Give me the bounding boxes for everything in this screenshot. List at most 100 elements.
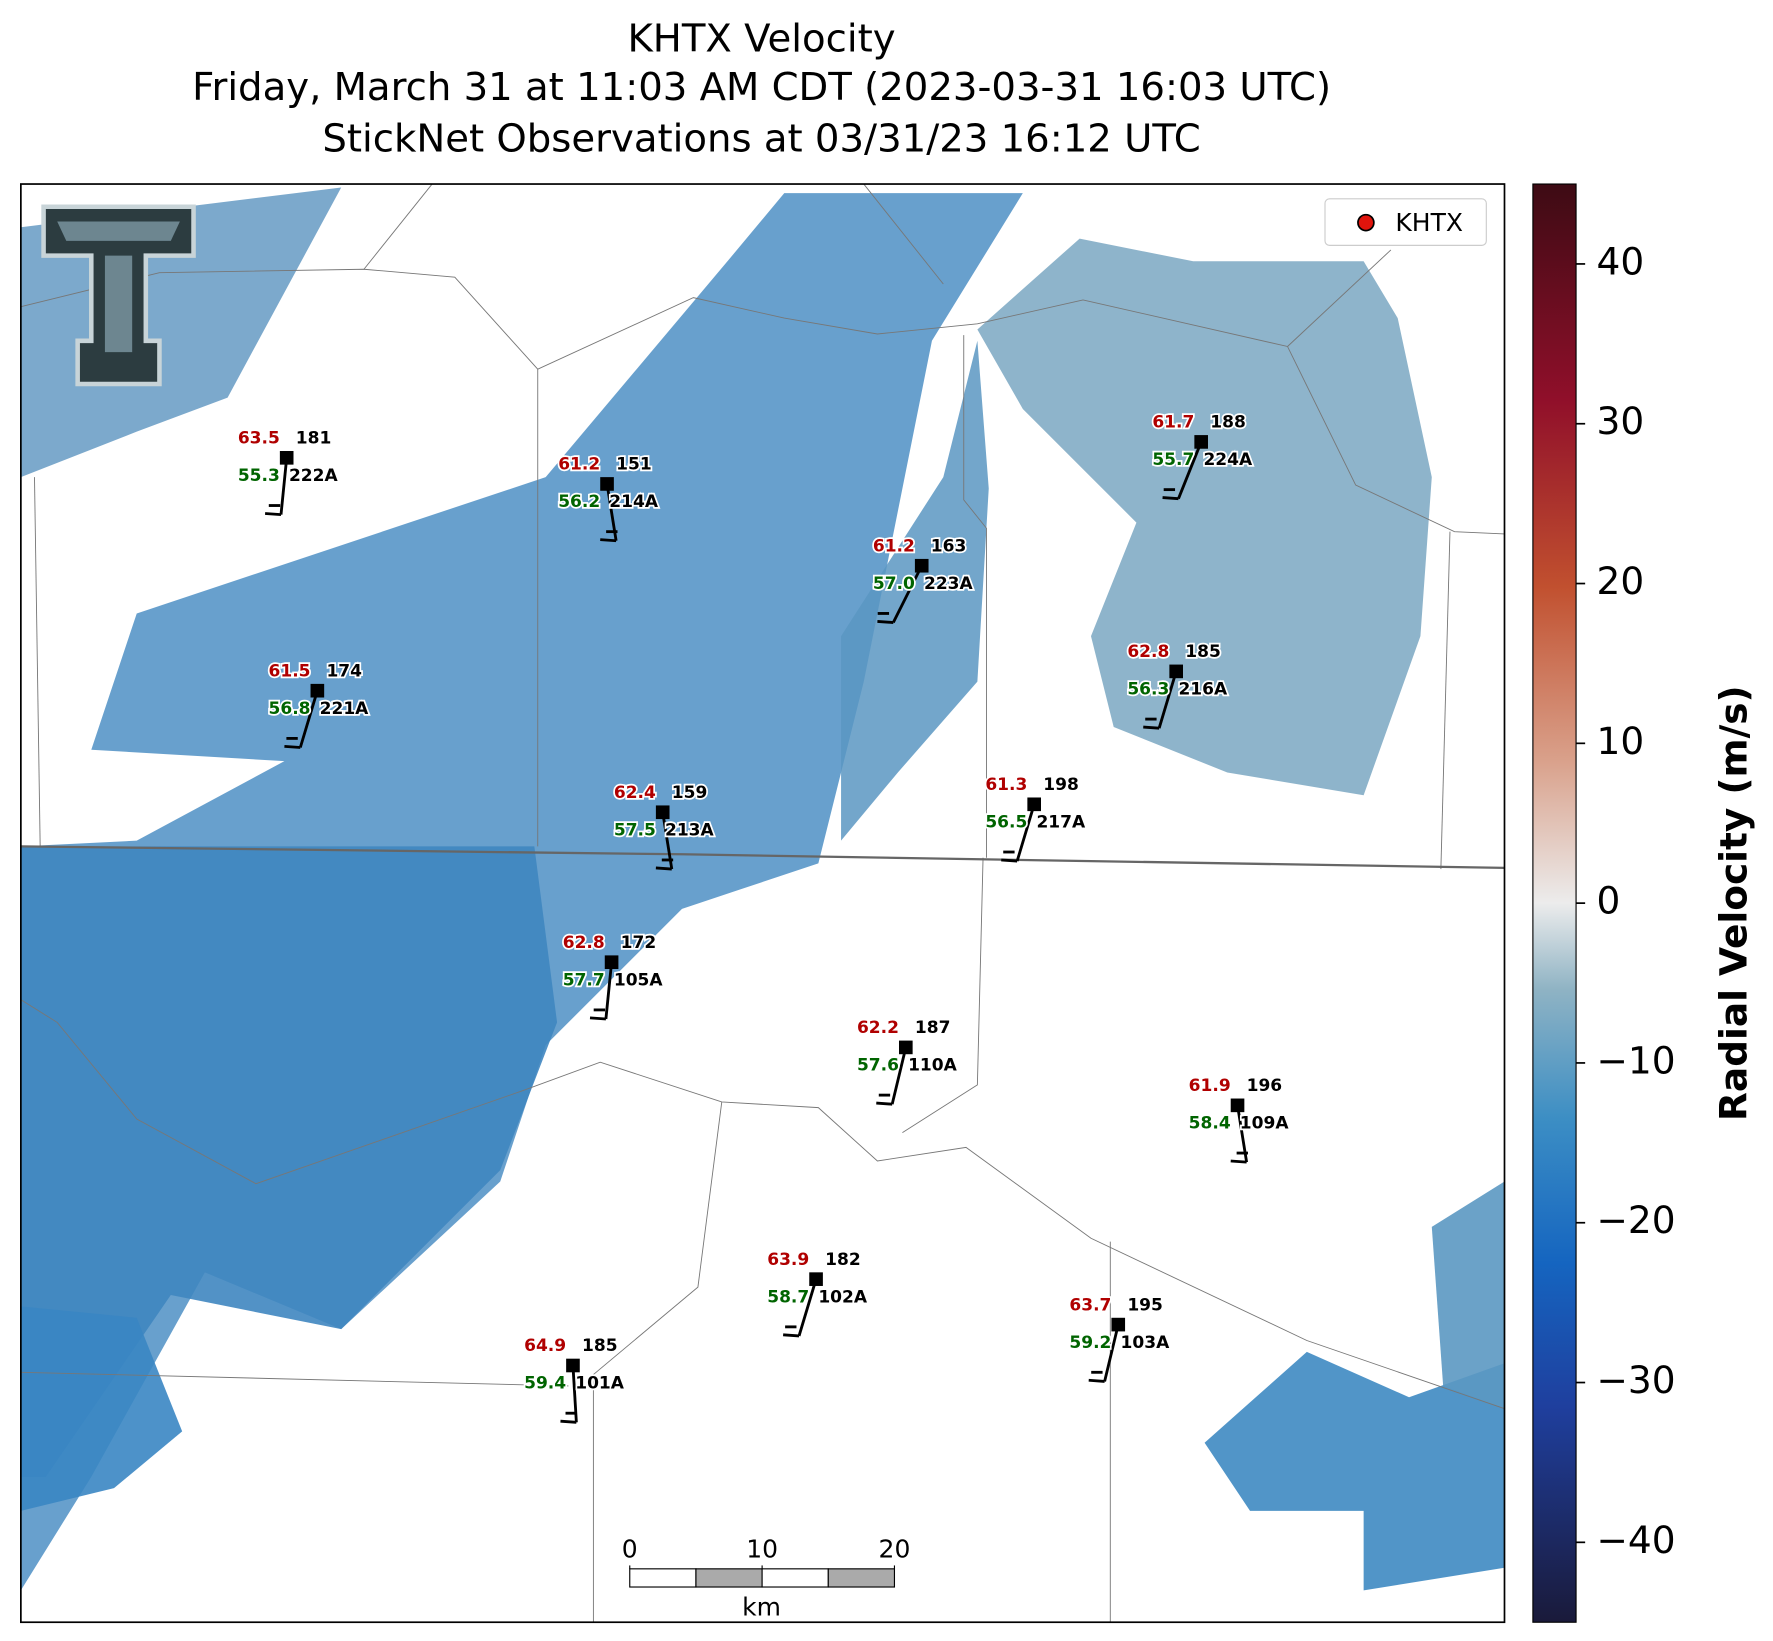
scalebar-label: 0: [622, 1535, 638, 1564]
station-code: 188: [1210, 413, 1246, 433]
station-code: 181: [296, 429, 332, 449]
temperature: 61.2: [558, 455, 600, 475]
logo: [41, 204, 196, 387]
station-code: 185: [1185, 642, 1221, 662]
dewpoint: 59.2: [1069, 1333, 1111, 1353]
station-id: 223A: [924, 574, 974, 594]
station-id: 109A: [1240, 1114, 1290, 1134]
wind-barb-staff: [892, 565, 923, 624]
wind-barb-flag: [600, 538, 617, 543]
station-marker: [809, 1272, 823, 1286]
station-marker: [655, 805, 670, 820]
colorbar-tick-label: −30: [1597, 1358, 1676, 1402]
station-id: 222A: [289, 466, 339, 486]
station-code: 163: [931, 536, 967, 556]
scalebar-segment: [629, 1568, 697, 1588]
temperature: 62.2: [857, 1018, 899, 1038]
dewpoint: 55.7: [1152, 450, 1194, 470]
station-code: 159: [672, 783, 708, 803]
scalebar-segment: [827, 1568, 896, 1588]
wind-barb-staff: [1015, 803, 1036, 862]
title-line: KHTX Velocity: [627, 16, 895, 61]
station-code: 172: [621, 933, 657, 953]
dewpoint: 57.6: [857, 1056, 899, 1076]
dewpoint: 56.8: [269, 699, 311, 719]
wind-barb-staff: [1157, 670, 1178, 729]
temperature: 63.9: [767, 1250, 809, 1270]
dewpoint: 57.5: [614, 820, 656, 840]
station-code: 185: [582, 1336, 618, 1356]
wind-barb-flag: [1162, 496, 1179, 501]
wind-barb-flag: [264, 512, 282, 517]
map-frame: [20, 183, 1506, 1624]
station-code: 174: [326, 661, 362, 681]
station-marker: [1169, 664, 1184, 679]
station-id: 216A: [1178, 680, 1228, 700]
temperature: 63.7: [1069, 1295, 1111, 1315]
wind-barb-flag: [783, 1333, 800, 1338]
wind-barb-flag: [876, 1101, 893, 1106]
scalebar-label: 10: [746, 1535, 778, 1564]
station-marker: [566, 1358, 580, 1373]
dewpoint: 58.4: [1189, 1114, 1231, 1134]
station-marker: [600, 477, 614, 491]
station-id: 102A: [818, 1287, 868, 1307]
station-id: 103A: [1121, 1333, 1171, 1353]
temperature: 61.3: [985, 775, 1027, 795]
legend: KHTX: [1324, 198, 1487, 246]
station-code: 195: [1127, 1295, 1163, 1315]
colorbar-label: Radial Velocity (m/s): [1712, 685, 1756, 1121]
dewpoint: 55.3: [238, 466, 280, 486]
title-line: StickNet Observations at 03/31/23 16:12 …: [322, 116, 1200, 161]
dewpoint: 57.0: [873, 574, 915, 594]
station-code: 182: [825, 1250, 861, 1270]
scalebar-segment: [761, 1568, 829, 1588]
wind-barb-flag: [560, 1419, 577, 1424]
station-marker: [1194, 435, 1208, 449]
colorbar-tick-label: 30: [1597, 399, 1645, 443]
colorbar-tick-label: −10: [1597, 1038, 1676, 1082]
station-id: 221A: [320, 699, 370, 719]
station-id: 213A: [665, 820, 715, 840]
station-id: 214A: [609, 492, 659, 512]
station-marker: [914, 558, 929, 573]
colorbar-tick-label: 10: [1597, 719, 1645, 763]
station-marker: [310, 683, 325, 698]
dewpoint: 59.4: [524, 1374, 566, 1394]
station-id: 224A: [1203, 450, 1253, 470]
temperature: 64.9: [524, 1336, 566, 1356]
scalebar-label: 20: [879, 1535, 911, 1564]
wind-barb-staff: [298, 690, 319, 748]
dewpoint: 58.7: [767, 1287, 809, 1307]
colorbar-tick-label: 40: [1597, 239, 1645, 283]
dewpoint: 56.5: [985, 812, 1027, 832]
wind-barb-flag: [1001, 858, 1018, 863]
dewpoint: 56.3: [1127, 680, 1169, 700]
wind-barb-staff: [1177, 441, 1203, 500]
dewpoint: 56.2: [558, 492, 600, 512]
colorbar-tick-label: 0: [1597, 879, 1621, 923]
wind-barb-flag: [589, 1016, 607, 1021]
station-code: 151: [616, 455, 652, 475]
scalebar-segment: [695, 1568, 763, 1588]
county-lines: [20, 184, 1505, 1623]
station-code: 198: [1043, 775, 1079, 795]
temperature: 61.7: [1152, 413, 1194, 433]
radar-echoes: [20, 187, 1505, 1591]
station-marker: [1111, 1317, 1126, 1332]
station-id: 110A: [908, 1056, 958, 1076]
colorbar-tick-label: −40: [1597, 1518, 1676, 1562]
station-code: 196: [1247, 1076, 1283, 1096]
wind-barb-staff: [279, 457, 289, 515]
station-marker: [279, 450, 294, 465]
temperature: 62.4: [614, 783, 656, 803]
wind-barb-flag: [1230, 1159, 1247, 1164]
wind-barb-flag: [877, 619, 894, 624]
temperature: 63.5: [238, 429, 280, 449]
scalebar-unit: km: [742, 1593, 781, 1622]
temperature: 62.8: [563, 933, 605, 953]
station-marker: [898, 1040, 913, 1055]
temperature: 61.2: [873, 536, 915, 556]
